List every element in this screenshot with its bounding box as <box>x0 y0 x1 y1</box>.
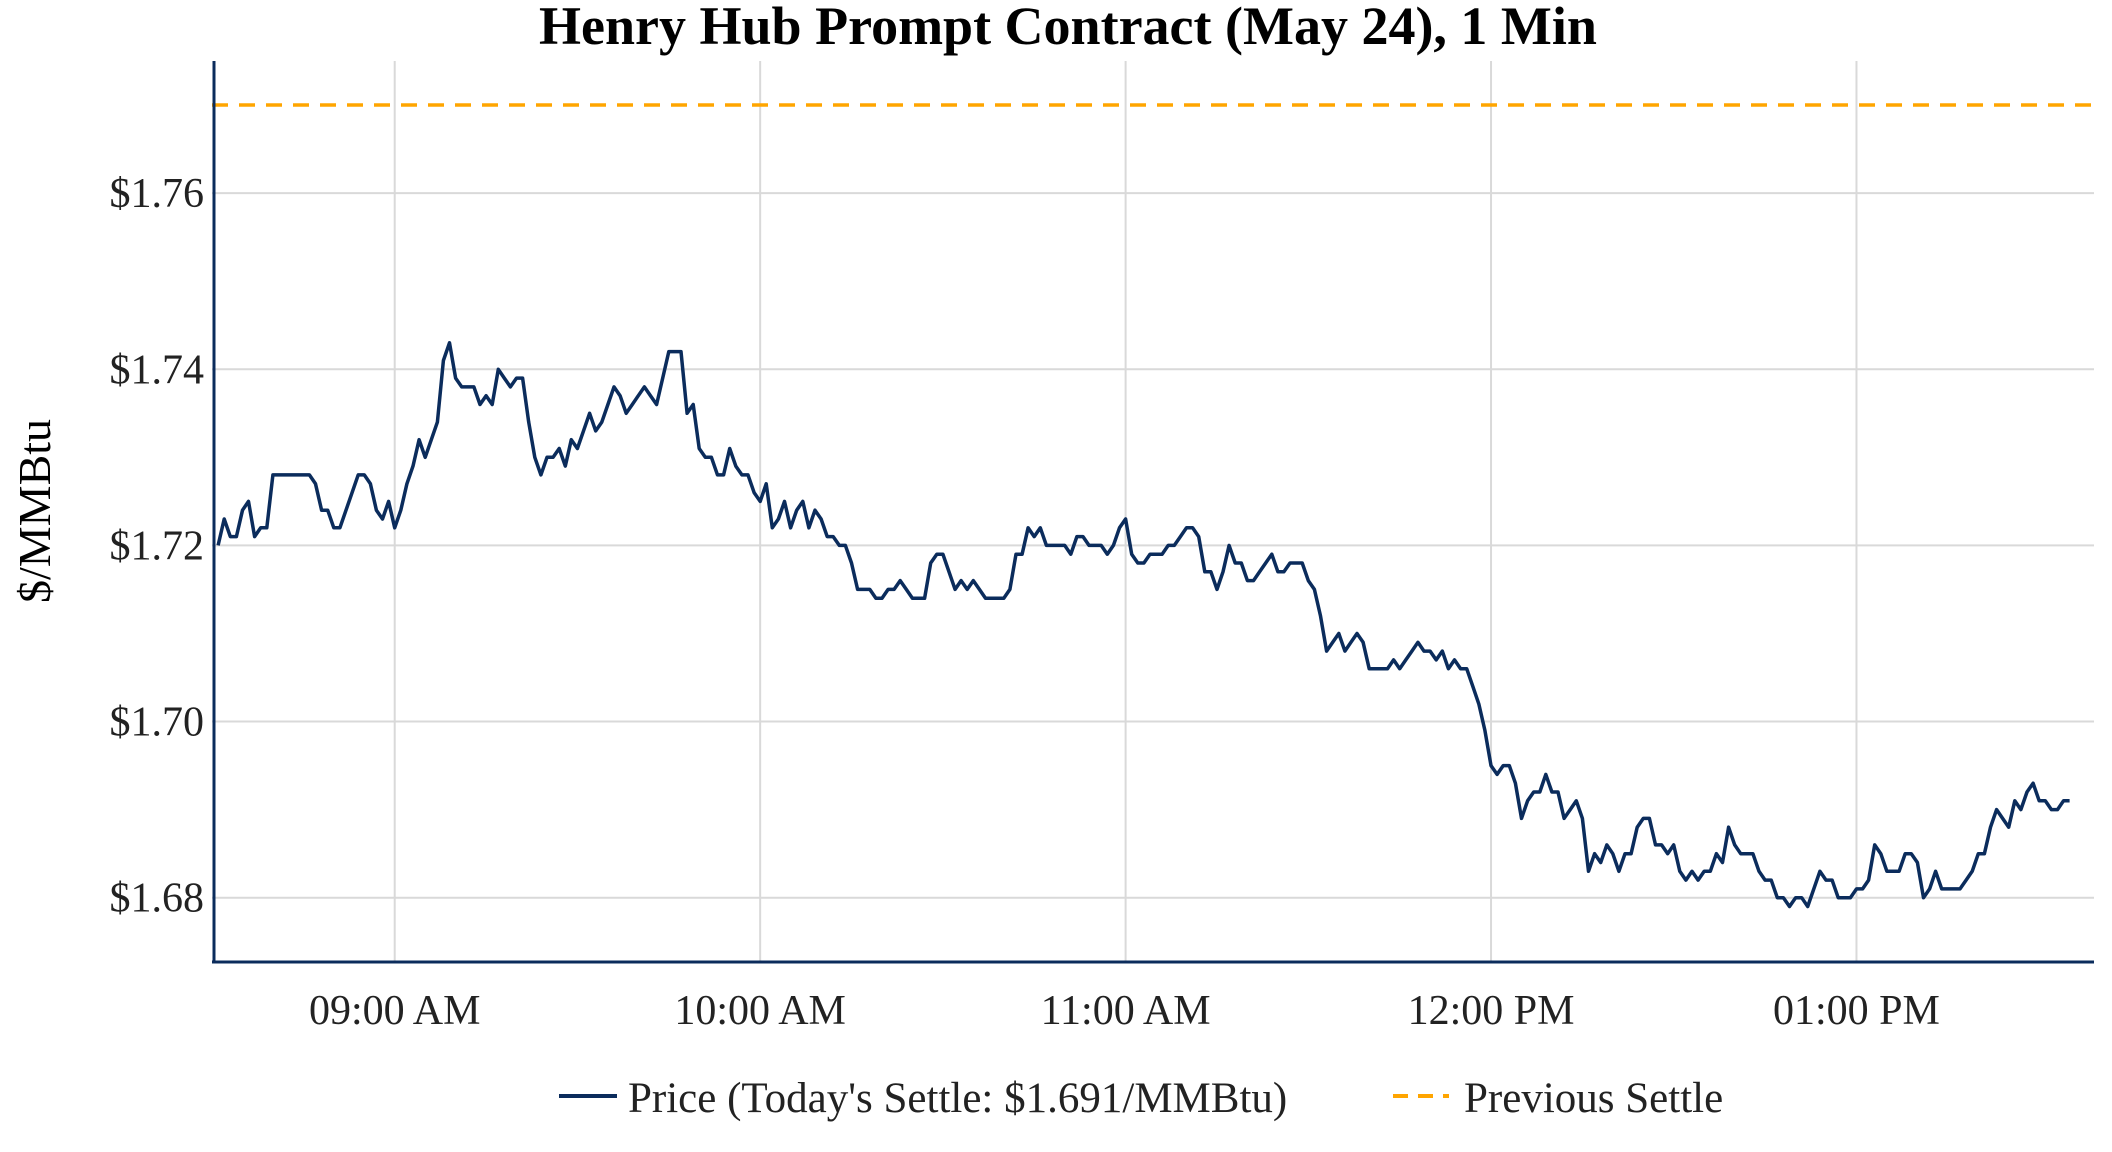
x-tick-label: 10:00 AM <box>674 988 846 1034</box>
x-tick-label: 12:00 PM <box>1408 988 1575 1034</box>
y-tick-label: $1.68 <box>110 876 205 922</box>
x-tick-label: 01:00 PM <box>1773 988 1940 1034</box>
x-tick-label: 09:00 AM <box>309 988 481 1034</box>
x-axis-ticks: 09:00 AM 10:00 AM 11:00 AM 12:00 PM 01:00 PM <box>309 988 1940 1034</box>
chart-title: Henry Hub Prompt Contract (May 24), 1 Mi… <box>539 0 1597 56</box>
legend-previous-settle-label: Previous Settle <box>1464 1075 1723 1122</box>
legend: Price (Today's Settle: $1.691/MMBtu) Pre… <box>559 1075 1723 1122</box>
y-tick-label: $1.72 <box>110 523 205 569</box>
y-tick-label: $1.70 <box>110 700 205 746</box>
y-axis-ticks: $1.68 $1.70 $1.72 $1.74 $1.76 <box>110 171 205 922</box>
y-axis-label: $/MMBtu <box>9 419 60 603</box>
y-tick-label: $1.74 <box>110 347 205 393</box>
legend-price-label: Price (Today's Settle: $1.691/MMBtu) <box>628 1075 1287 1122</box>
y-tick-label: $1.76 <box>110 171 205 217</box>
x-tick-label: 11:00 AM <box>1041 988 1211 1034</box>
gridlines <box>212 61 2094 962</box>
price-series-line <box>216 341 2070 909</box>
